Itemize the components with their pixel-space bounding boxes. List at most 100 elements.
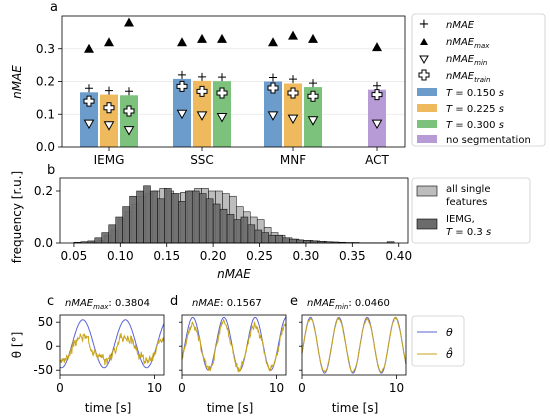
legend-swatch-t150 [417, 88, 437, 96]
a-ytick-label: 0.0 [36, 140, 55, 154]
legend-noseg: no segmentation [446, 135, 531, 146]
triangle-down-icon [419, 55, 429, 65]
a-xtick-label: MNF [280, 153, 306, 167]
b-histogram-bar [282, 237, 290, 244]
b-histogram-bars [73, 185, 395, 244]
b-histogram-bar [115, 216, 123, 244]
b-histogram-bar [136, 190, 144, 244]
b-histogram-bar [226, 214, 235, 244]
b-xtick-label: 0.05 [61, 249, 88, 263]
a-marker-min [287, 114, 299, 125]
a-marker-train [176, 80, 188, 92]
panel-label-c: c [47, 294, 54, 309]
legend-theta: θ [446, 326, 453, 339]
a-legend: + nMAE nMAEmax nMAEmin nMAEtrain T = 0.1… [411, 13, 546, 147]
legend-t300: T = 0.300 s [446, 120, 504, 131]
b-histogram-bar [143, 185, 151, 244]
a-marker-train [196, 85, 208, 97]
b-histogram-bar [261, 232, 270, 244]
b-histogram-bar [178, 201, 186, 244]
b-histogram-bar [129, 195, 137, 244]
line-ytick-label: -50 [33, 363, 53, 377]
b-ylabel: frequency [r.u.] [10, 171, 24, 263]
b-legend-frame [411, 177, 531, 244]
a-marker-train [123, 105, 135, 117]
b-histogram-bar [164, 188, 172, 244]
b-x-ticks: 0.05 0.10 0.15 0.20 0.25 0.30 0.35 0.40 [61, 243, 412, 263]
a-marker-max [372, 42, 382, 52]
legend-swatch-iemg [416, 218, 438, 230]
a-markers [83, 17, 383, 136]
a-marker-min [123, 126, 135, 136]
b-histogram-bar [254, 229, 263, 244]
line-ytick-label: 0 [45, 339, 53, 353]
legend-all-line2: features [446, 197, 487, 208]
legend-max: nMAEmax [446, 37, 490, 50]
line-axes-frame [59, 314, 165, 376]
legend-nmae: nMAE [446, 20, 475, 31]
b-y-ticks: 0.0 0.2 [34, 184, 60, 250]
a-xtick-label: SSC [190, 153, 214, 167]
b-histogram-bar [275, 234, 283, 244]
a-ytick-label: 0.1 [36, 107, 55, 121]
a-marker-max [84, 43, 94, 53]
a-marker-max [124, 17, 134, 27]
a-marker-nmae [178, 70, 186, 79]
panel-d: nMAE: 0.1567 0 10 time [s] [178, 298, 287, 415]
b-histogram-bar [101, 232, 109, 244]
a-xtick-label: IEMG [94, 153, 125, 167]
panel-b: 0.00.2 0.05 0.10 0.15 0.20 0.25 0.30 0.35 0.40 … [10, 171, 531, 281]
legend-swatch-t300 [417, 120, 437, 128]
line-ytick-label: 50 [38, 315, 53, 329]
a-bar [120, 95, 138, 147]
legend-iemg-line2: T = 0.3 s [446, 227, 491, 238]
c-title: nMAEmax: 0.3804 [65, 298, 150, 311]
b-histogram-bar [185, 190, 193, 244]
b-histogram-bar [219, 208, 228, 244]
b-xtick-label: 0.30 [293, 249, 320, 263]
b-histogram-bar [296, 239, 304, 244]
a-marker-max [104, 37, 114, 47]
a-marker-train [287, 87, 299, 99]
a-marker-nmae [218, 73, 226, 82]
b-histogram-bar [150, 190, 158, 244]
b-histogram-bar [108, 224, 116, 244]
theta-line [181, 316, 287, 371]
b-histogram-bar [233, 219, 242, 244]
a-marker-train [307, 90, 319, 102]
e-title: nMAEmin: 0.0460 [307, 298, 390, 311]
b-xtick-label: 0.20 [200, 249, 227, 263]
legend-swatch-all [416, 185, 438, 197]
a-y-ticks: 0.0 0.1 0.2 0.3 [36, 42, 62, 154]
a-marker-nmae [269, 73, 277, 82]
line-xtick-label: 10 [269, 381, 284, 395]
theta-hat-line [59, 333, 165, 366]
c-ylabel: θ [°] [10, 332, 24, 359]
a-xtick-label: ACT [365, 153, 389, 167]
legend-iemg-line1: IEMG, [446, 214, 475, 225]
a-marker-nmae [198, 72, 206, 81]
a-marker-train [216, 87, 228, 99]
d-plot: 0 10 [178, 314, 287, 395]
b-histogram-bar [157, 198, 165, 244]
theta-line [59, 319, 165, 369]
a-marker-min [176, 109, 188, 120]
legend-all-line1: all single [446, 184, 490, 195]
legend-min: nMAEmin [446, 54, 487, 67]
e-legend-frame [411, 315, 465, 367]
line-axes-frame [181, 314, 287, 376]
a-marker-nmae [309, 79, 317, 88]
b-histogram-bar [247, 224, 256, 244]
b-xtick-label: 0.25 [246, 249, 273, 263]
b-histogram-bar [205, 198, 214, 244]
line-axes-frame [301, 314, 407, 376]
e-legend: θ θ̂ [411, 315, 465, 367]
triangle-up-icon [420, 38, 428, 45]
panel-label-a: a [50, 0, 58, 15]
legend-t150: T = 0.150 s [446, 88, 504, 99]
b-histogram-bar [191, 190, 200, 244]
a-ytick-label: 0.3 [36, 42, 55, 56]
b-legend: all single features IEMG, T = 0.3 s [411, 177, 531, 244]
b-histogram-bar [198, 193, 207, 244]
